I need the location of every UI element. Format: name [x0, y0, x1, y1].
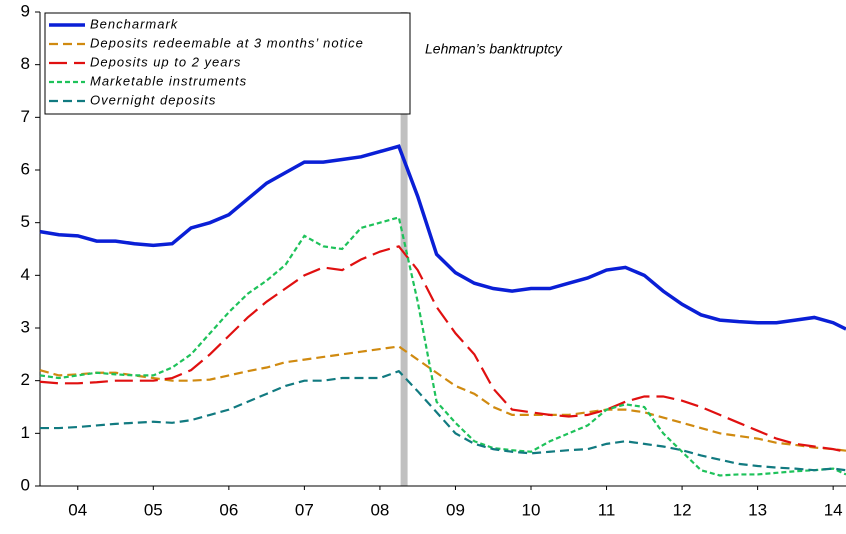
event-label: Lehman’s banktruptcy	[425, 41, 563, 57]
series-line	[39, 216, 846, 477]
legend-label: Deposits up to 2 years	[90, 54, 241, 69]
series-line	[39, 144, 846, 331]
x-tick-label: 05	[144, 500, 163, 519]
y-tick-label: 2	[21, 370, 30, 389]
legend-box	[44, 12, 411, 115]
y-tick-label: 9	[21, 1, 30, 20]
series-line	[40, 369, 846, 472]
y-tick-label: 8	[21, 54, 30, 73]
legend-label: Deposits redeemable at 3 months’ notice	[90, 35, 364, 50]
y-tick-label: 1	[21, 423, 30, 442]
y-tick-label: 3	[21, 317, 30, 336]
y-tick-label: 6	[21, 159, 30, 178]
x-tick-label: 13	[748, 500, 767, 519]
series-line	[39, 345, 846, 452]
y-tick-label: 0	[21, 475, 30, 494]
x-tick-label: 04	[68, 500, 87, 519]
y-tick-label: 5	[21, 212, 30, 231]
event-band	[400, 12, 408, 486]
legend-label: Overnight deposits	[90, 92, 216, 107]
x-tick-label: 10	[522, 500, 541, 519]
x-tick-label: 06	[219, 500, 238, 519]
legend-label: Bencharmark	[90, 16, 179, 31]
x-tick-label: 09	[446, 500, 465, 519]
series-line	[39, 245, 846, 453]
x-tick-label: 12	[673, 500, 692, 519]
y-tick-label: 4	[21, 265, 30, 284]
legend-label: Marketable instruments	[90, 73, 247, 88]
y-tick-label: 7	[21, 107, 30, 126]
x-tick-label: 11	[598, 500, 616, 519]
x-tick-label: 08	[370, 500, 389, 519]
x-tick-label: 14	[824, 500, 843, 519]
x-tick-label: 07	[295, 500, 314, 519]
